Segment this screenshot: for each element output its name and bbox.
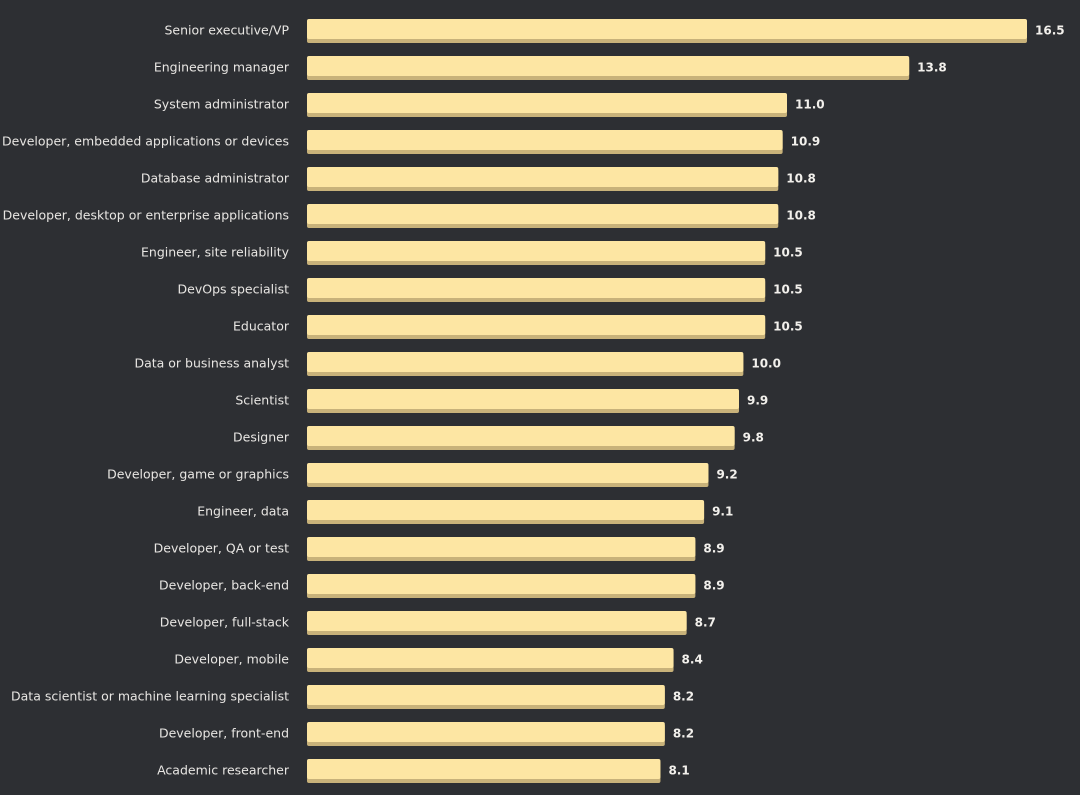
category-label: Senior executive/VP: [164, 23, 289, 38]
bar-row: Developer, embedded applications or devi…: [2, 130, 820, 154]
category-label: Engineer, site reliability: [141, 245, 290, 260]
value-label: 13.8: [917, 61, 947, 75]
bar: [307, 93, 787, 113]
bar-row: Developer, front-end 8.2: [159, 722, 694, 746]
category-label: Scientist: [235, 393, 289, 408]
value-label: 10.8: [786, 172, 816, 186]
bar: [307, 537, 696, 557]
value-label: 10.5: [773, 283, 803, 297]
value-label: 8.1: [668, 764, 689, 778]
bar-row: Educator 10.5: [233, 315, 803, 339]
bar: [307, 19, 1027, 39]
category-label: Developer, full-stack: [160, 615, 290, 630]
value-label: 10.5: [773, 246, 803, 260]
bar-row: Developer, back-end 8.9: [159, 574, 725, 598]
value-label: 8.9: [703, 542, 724, 556]
bar: [307, 759, 661, 779]
category-label: Developer, desktop or enterprise applica…: [3, 208, 289, 223]
category-label: Developer, front-end: [159, 726, 289, 741]
value-label: 9.2: [716, 468, 737, 482]
bar: [307, 574, 696, 594]
category-label: DevOps specialist: [178, 282, 290, 297]
bar: [307, 611, 687, 631]
bar-row: Engineer, site reliability 10.5: [141, 241, 803, 265]
bar: [307, 389, 739, 409]
bar-row: Engineering manager 13.8: [154, 56, 947, 80]
value-label: 10.0: [751, 357, 781, 371]
bar-row: Data scientist or machine learning speci…: [11, 685, 694, 709]
bar: [307, 278, 766, 298]
category-label: Academic researcher: [157, 763, 290, 778]
bar: [307, 463, 709, 483]
bar: [307, 352, 744, 372]
value-label: 9.9: [747, 394, 768, 408]
bar: [307, 685, 665, 705]
category-label: Educator: [233, 319, 290, 334]
bar-row: Data or business analyst 10.0: [134, 352, 781, 376]
bar-row: Designer 9.8: [233, 426, 764, 450]
value-label: 11.0: [795, 98, 825, 112]
value-label: 8.2: [673, 690, 694, 704]
bar-row: System administrator 11.0: [154, 93, 825, 117]
category-label: Data or business analyst: [134, 356, 289, 371]
category-label: Developer, embedded applications or devi…: [2, 134, 289, 149]
bars-layer: Senior executive/VP 16.5 Engineering manag…: [2, 19, 1065, 783]
value-label: 8.2: [673, 727, 694, 741]
category-label: Developer, back-end: [159, 578, 289, 593]
bar-row: Developer, mobile 8.4: [174, 648, 703, 672]
value-label: 10.9: [791, 135, 821, 149]
value-label: 10.8: [786, 209, 816, 223]
bar: [307, 315, 766, 335]
bar-row: Developer, game or graphics 9.2: [107, 463, 738, 487]
value-label: 9.8: [743, 431, 764, 445]
bar-row: Academic researcher 8.1: [157, 759, 690, 783]
bar: [307, 167, 779, 187]
bar-row: Database administrator 10.8: [141, 167, 816, 191]
category-label: Designer: [233, 430, 290, 445]
bar-row: Developer, desktop or enterprise applica…: [3, 204, 816, 228]
bar: [307, 56, 910, 76]
value-label: 10.5: [773, 320, 803, 334]
bar: [307, 648, 674, 668]
value-label: 8.7: [695, 616, 716, 630]
bar-row: Developer, full-stack 8.7: [160, 611, 716, 635]
bar: [307, 241, 766, 261]
bar-row: Developer, QA or test 8.9: [154, 537, 725, 561]
category-label: Data scientist or machine learning speci…: [11, 689, 289, 704]
category-label: Developer, mobile: [174, 652, 289, 667]
value-label: 8.9: [703, 579, 724, 593]
bar-row: Engineer, data 9.1: [197, 500, 733, 524]
category-label: Developer, game or graphics: [107, 467, 289, 482]
category-label: Engineer, data: [197, 504, 289, 519]
bar: [307, 204, 779, 224]
category-label: Developer, QA or test: [154, 541, 289, 556]
bar: [307, 426, 735, 446]
value-label: 16.5: [1035, 24, 1065, 38]
bar-row: DevOps specialist 10.5: [178, 278, 803, 302]
category-label: Database administrator: [141, 171, 290, 186]
category-label: Engineering manager: [154, 60, 290, 75]
bar-row: Scientist 9.9: [235, 389, 768, 413]
bar: [307, 500, 705, 520]
bar: [307, 130, 783, 150]
value-label: 8.4: [682, 653, 703, 667]
bar-row: Senior executive/VP 16.5: [164, 19, 1065, 43]
bar: [307, 722, 665, 742]
value-label: 9.1: [712, 505, 733, 519]
category-label: System administrator: [154, 97, 290, 112]
